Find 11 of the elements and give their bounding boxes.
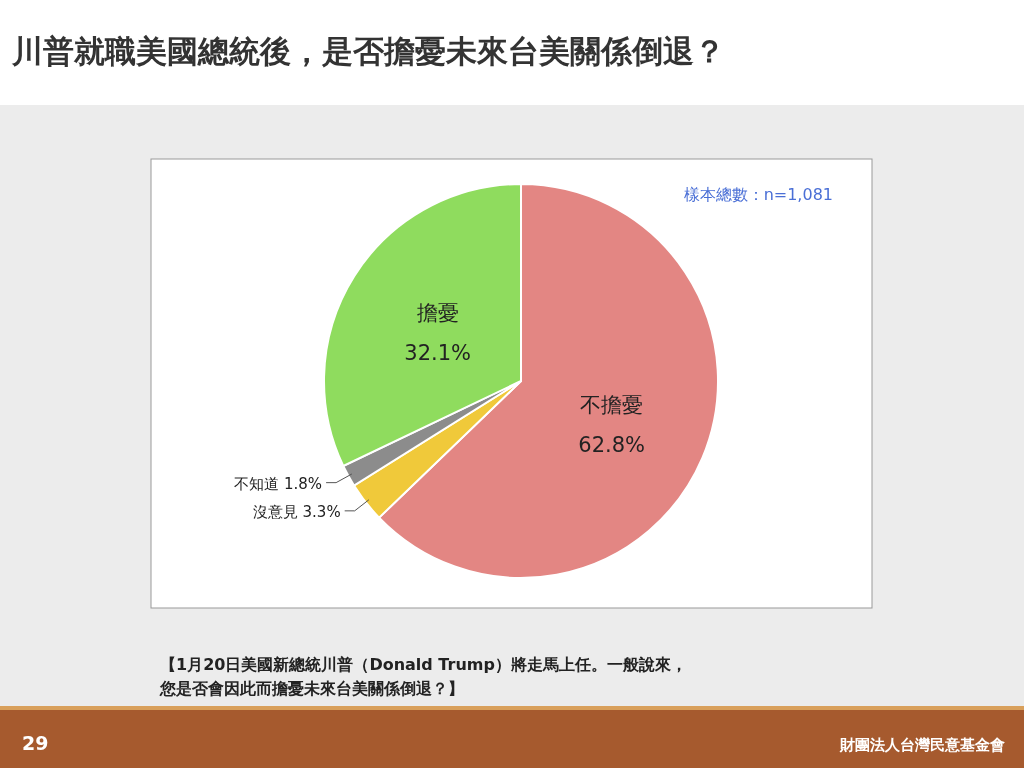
chart-title: 川普就職美國總統後，是否擔憂未來台美關係倒退？ — [11, 33, 725, 69]
data-label: 62.8% — [578, 432, 645, 457]
text: 29 — [22, 732, 49, 754]
text: 財團法人台灣民意基金會 — [839, 736, 1005, 754]
text: 【1月20日美國新總統川普（Donald Trump）將走馬上任。一般說來，您是否會因此而擔憂未來台美關係倒退？】 — [159, 655, 687, 698]
slice-label: 沒意見 3.3% — [252, 502, 341, 521]
slice-label: 不擔憂 — [580, 392, 644, 417]
slice-label: 不知道 1.8% — [234, 474, 323, 493]
slice-label: 擔憂 — [416, 301, 459, 326]
text: 樣本總數：n=1,081 — [683, 185, 833, 204]
data-label: 32.1% — [404, 341, 472, 366]
